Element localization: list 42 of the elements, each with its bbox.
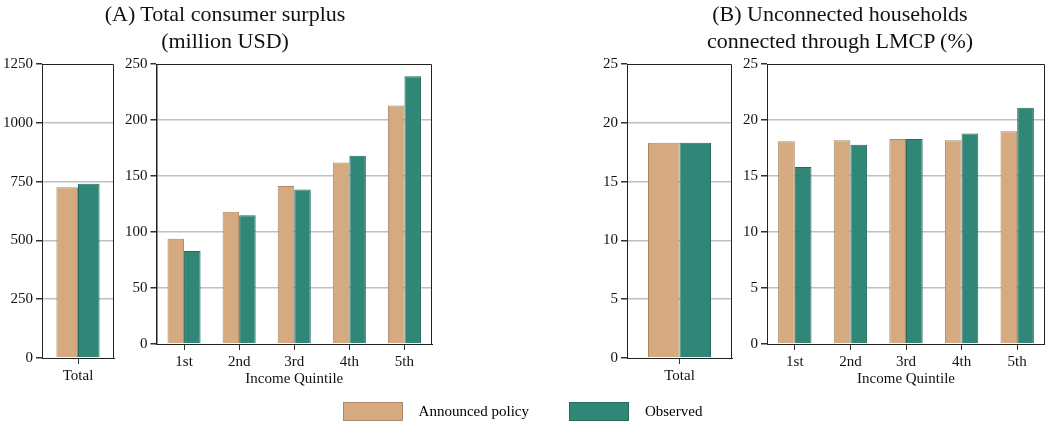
legend-label: Announced policy: [418, 403, 529, 420]
y-tick-label: 1000: [3, 113, 33, 130]
y-tick-label: 10: [743, 222, 758, 239]
y-tick-label: 1250: [3, 54, 33, 71]
y-tick-label: 15: [603, 172, 618, 189]
x-tick-label: Total: [664, 366, 695, 383]
y-tick-label: 15: [743, 166, 758, 183]
legend-label: Observed: [644, 403, 703, 420]
chart-title: (A) Total consumer surplus (million USD): [103, 0, 347, 54]
y-tick-label: 5: [610, 290, 618, 307]
y-tick-label: 500: [10, 231, 33, 248]
x-tick-label: 3rd: [896, 352, 917, 369]
y-tick-label: 10: [603, 231, 618, 248]
y-tick-label: 750: [10, 172, 33, 189]
y-tick-label: 0: [25, 348, 33, 365]
x-tick-label: 2nd: [227, 352, 251, 369]
x-tick-label: 5th: [1007, 352, 1028, 369]
y-tick-label: 0: [750, 334, 758, 351]
x-tick-label: 1st: [786, 352, 805, 369]
x-tick-label: 4th: [339, 352, 360, 369]
y-tick-label: 25: [743, 54, 758, 71]
y-tick-label: 0: [140, 334, 148, 351]
y-tick-label: 20: [743, 110, 758, 127]
y-tick-label: 200: [125, 110, 148, 127]
x-tick-label: 5th: [394, 352, 415, 369]
x-tick-label: Total: [62, 366, 94, 383]
x-axis-title: Income Quintile: [245, 369, 344, 386]
y-tick-label: 25: [603, 54, 618, 71]
x-tick-label: 4th: [952, 352, 972, 369]
y-tick-label: 0: [610, 348, 618, 365]
y-tick-label: 100: [125, 222, 148, 239]
y-tick-label: 150: [125, 166, 148, 183]
x-tick-label: 1st: [175, 352, 194, 369]
x-tick-label: 3rd: [284, 352, 305, 369]
x-tick-label: 2nd: [839, 352, 863, 369]
x-axis-title: Income Quintile: [857, 369, 956, 386]
y-tick-label: 5: [750, 278, 758, 295]
y-tick-label: 50: [132, 278, 148, 295]
y-tick-label: 20: [603, 113, 618, 130]
y-tick-label: 250: [125, 54, 148, 71]
y-tick-label: 250: [10, 290, 33, 307]
chart-title: (B) Unconnected households connected through LMCP (%): [705, 0, 975, 54]
